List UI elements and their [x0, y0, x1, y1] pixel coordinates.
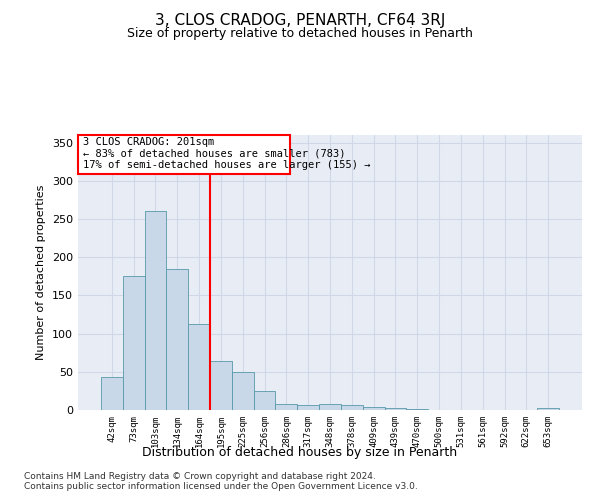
Bar — [101, 377, 123, 410]
Bar — [254, 391, 275, 410]
Text: Contains public sector information licensed under the Open Government Licence v3: Contains public sector information licen… — [24, 482, 418, 491]
Bar — [232, 372, 254, 410]
Bar — [188, 324, 210, 410]
Text: 3, CLOS CRADOG, PENARTH, CF64 3RJ: 3, CLOS CRADOG, PENARTH, CF64 3RJ — [155, 12, 445, 28]
Text: Size of property relative to detached houses in Penarth: Size of property relative to detached ho… — [127, 28, 473, 40]
Text: Distribution of detached houses by size in Penarth: Distribution of detached houses by size … — [142, 446, 458, 459]
Bar — [145, 212, 166, 410]
Bar — [166, 270, 188, 410]
Bar — [275, 404, 297, 410]
Bar — [123, 276, 145, 410]
Bar — [537, 408, 559, 410]
Bar — [363, 407, 385, 410]
Y-axis label: Number of detached properties: Number of detached properties — [37, 185, 46, 360]
Text: 3 CLOS CRADOG: 201sqm
← 83% of detached houses are smaller (783)
17% of semi-det: 3 CLOS CRADOG: 201sqm ← 83% of detached … — [83, 137, 370, 170]
Bar — [297, 406, 319, 410]
Bar — [341, 406, 363, 410]
Bar — [210, 361, 232, 410]
Bar — [385, 408, 406, 410]
Bar — [406, 409, 428, 410]
Text: Contains HM Land Registry data © Crown copyright and database right 2024.: Contains HM Land Registry data © Crown c… — [24, 472, 376, 481]
Bar — [319, 404, 341, 410]
